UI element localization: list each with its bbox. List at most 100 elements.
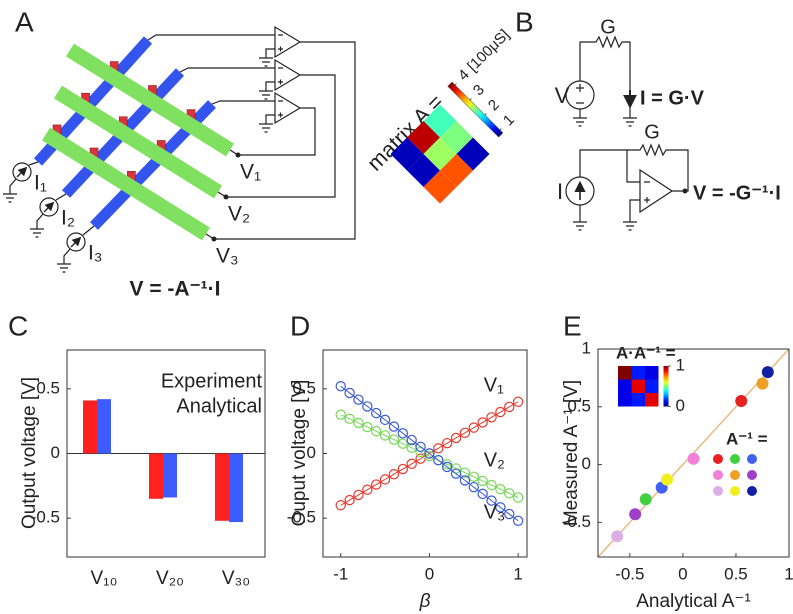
ground	[259, 90, 273, 100]
source-polarity	[576, 84, 584, 104]
color-key	[747, 470, 757, 480]
panel-label: E	[563, 310, 582, 341]
color-key	[730, 486, 740, 496]
wire	[265, 114, 275, 124]
marker	[344, 387, 355, 399]
marker	[397, 428, 409, 439]
wire	[211, 100, 275, 105]
marker	[512, 515, 524, 526]
marker	[441, 459, 453, 470]
marker	[512, 396, 524, 407]
voltage-label: V₃	[216, 245, 239, 268]
wire	[179, 67, 275, 73]
ground	[259, 123, 273, 133]
source-label: V	[555, 83, 570, 108]
resistor-label: G	[600, 16, 616, 38]
y-axis-label: Ouput voltage [V]	[289, 380, 310, 527]
plot-frame	[322, 349, 528, 558]
y-tick-label: -0.5	[287, 508, 316, 527]
marker	[379, 414, 391, 426]
marker	[468, 422, 479, 433]
inset-cell	[618, 366, 632, 380]
op-amp	[639, 168, 674, 214]
y-tick-label: 0.5	[567, 396, 591, 415]
point	[756, 377, 769, 390]
equation: V = -A⁻¹·I	[129, 278, 220, 301]
series-label: V₁	[484, 375, 504, 397]
voltage-label: V₂	[228, 203, 250, 226]
ground	[57, 263, 71, 273]
op-amp-inputs	[644, 181, 650, 203]
wire	[82, 225, 95, 236]
marker	[379, 474, 391, 485]
x-tick-label: V₂₀	[156, 568, 184, 589]
wire	[217, 74, 336, 198]
node	[211, 236, 217, 242]
color-key	[713, 486, 723, 496]
y-tick-label: 1	[582, 338, 591, 357]
marker	[388, 434, 400, 445]
color-key	[730, 454, 740, 464]
marker	[371, 426, 382, 437]
plot-frame	[597, 348, 790, 558]
series-label: V₃	[484, 501, 505, 523]
colorbar-tick	[469, 98, 472, 101]
marker	[433, 455, 444, 466]
circuits	[565, 35, 689, 231]
marker	[371, 407, 382, 419]
colorbar-tick	[484, 113, 487, 116]
op-amp	[274, 25, 302, 59]
marker	[397, 438, 409, 449]
marker	[388, 469, 400, 480]
bar	[149, 453, 163, 499]
current-arrow	[16, 166, 28, 178]
y-tick-label: -0.5	[31, 508, 60, 527]
point	[660, 473, 673, 486]
equation: V = -G⁻¹·I	[693, 182, 781, 204]
point	[629, 508, 642, 521]
marker	[486, 412, 497, 423]
inset-cell	[645, 379, 659, 393]
wire	[229, 107, 316, 156]
x-axis-label: Analytical A⁻¹	[636, 591, 751, 612]
x-tick-label: 0	[425, 564, 434, 583]
op-amp	[274, 91, 302, 125]
bar	[163, 453, 177, 498]
marker	[353, 394, 364, 405]
marker	[371, 479, 382, 490]
inset-cell	[631, 379, 645, 393]
y-tick-label: 0.5	[292, 378, 316, 397]
source-label: I	[557, 179, 563, 204]
resistor-label: G	[644, 121, 660, 143]
current-source	[39, 197, 59, 217]
marker	[441, 461, 453, 473]
current-label: I₃	[88, 242, 102, 265]
y-tick-label: 0	[307, 443, 316, 462]
column-electrode	[42, 127, 210, 241]
color-key	[747, 454, 757, 464]
marker	[335, 409, 346, 420]
wire	[265, 48, 275, 58]
bar	[229, 453, 243, 523]
marker	[362, 484, 373, 495]
marker	[450, 468, 462, 479]
marker	[459, 475, 471, 486]
color-key	[713, 470, 723, 480]
y-tick-label: 0	[582, 454, 591, 473]
x-tick-label: 1	[513, 564, 522, 583]
panel-label: A	[15, 6, 34, 37]
inset-cell	[645, 393, 659, 407]
bar	[83, 400, 97, 454]
colorbar-tick	[454, 83, 457, 86]
marker	[415, 441, 426, 452]
bar	[215, 453, 229, 521]
node	[235, 152, 241, 158]
x-tick-label: V₃₀	[222, 568, 250, 589]
x-tick-label: 0.5	[724, 564, 748, 583]
marker	[450, 432, 462, 444]
current-label: I₁	[34, 172, 47, 195]
marker	[344, 413, 355, 425]
y-tick-label: 0.5	[36, 378, 60, 397]
